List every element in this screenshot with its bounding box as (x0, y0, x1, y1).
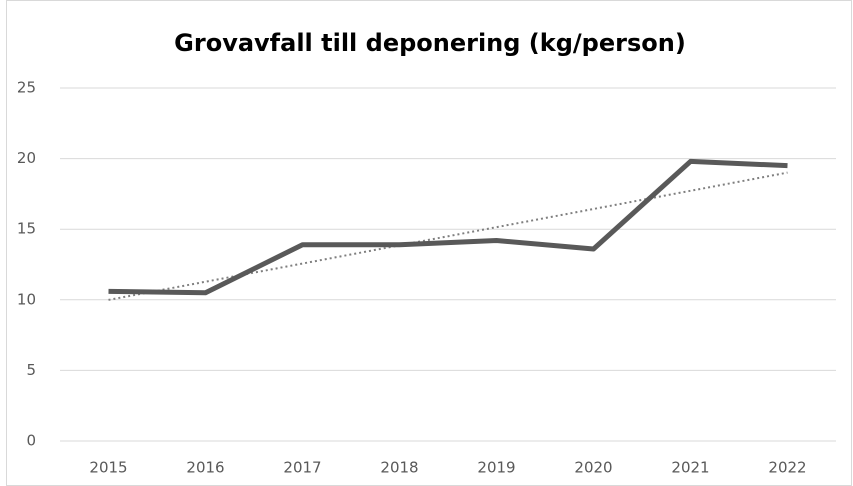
chart-title: Grovavfall till deponering (kg/person) (174, 29, 686, 57)
x-tick-label: 2019 (477, 459, 515, 477)
y-tick-label: 0 (26, 432, 36, 450)
y-tick-label: 15 (17, 220, 36, 238)
trendline (108, 171, 788, 301)
data-line (108, 158, 788, 296)
x-tick-label: 2015 (89, 459, 127, 477)
x-tick-label: 2016 (186, 459, 224, 477)
x-tick-label: 2017 (283, 459, 321, 477)
y-tick-label: 25 (17, 79, 36, 97)
x-tick-label: 2018 (380, 459, 418, 477)
y-tick-label: 5 (26, 361, 36, 379)
x-tick-label: 2022 (768, 459, 806, 477)
y-tick-label: 20 (17, 149, 36, 167)
x-tick-label: 2021 (671, 459, 709, 477)
x-tick-label: 2020 (574, 459, 612, 477)
y-tick-label: 10 (17, 290, 36, 308)
